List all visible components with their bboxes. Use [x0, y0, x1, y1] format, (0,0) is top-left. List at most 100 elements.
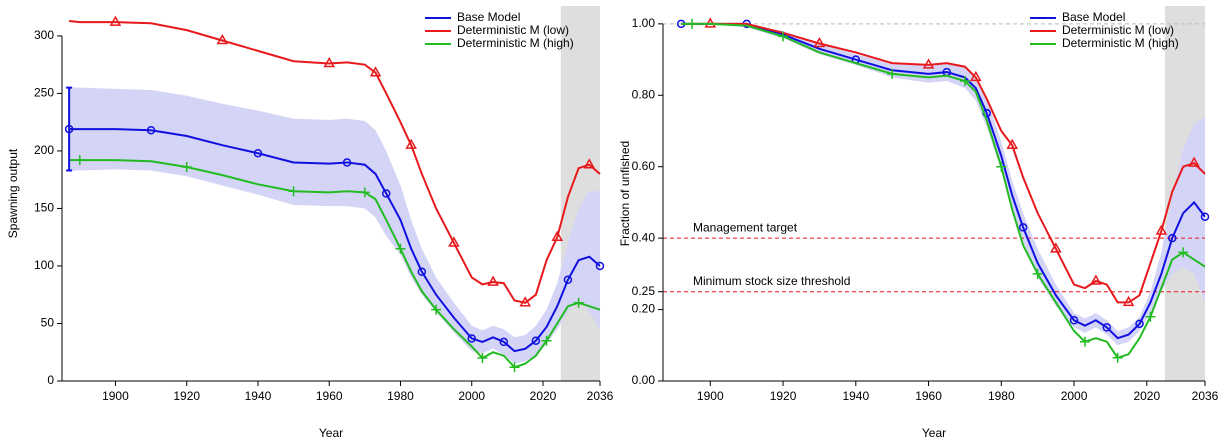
x-tick-label: 1940: [842, 389, 869, 403]
marker: [74, 155, 85, 166]
marker: [381, 189, 391, 198]
marker: [778, 31, 789, 42]
y-tick-label: 0: [47, 373, 54, 387]
marker: [996, 161, 1007, 172]
reference-label: Management target: [693, 220, 798, 234]
marker: [181, 162, 192, 173]
marker: [499, 337, 509, 347]
marker: [1155, 224, 1168, 235]
marker: [595, 261, 605, 271]
marker: [1145, 311, 1156, 322]
marker: [1178, 247, 1189, 258]
marker: [1135, 319, 1144, 329]
x-axis-label: Year: [922, 426, 946, 440]
x-tick-label: 2036: [1192, 389, 1219, 403]
series-line: [681, 22, 1206, 340]
y-tick-label: 150: [34, 201, 54, 215]
marker: [1112, 352, 1123, 363]
marker: [405, 138, 417, 149]
marker: [109, 15, 122, 26]
marker: [1168, 233, 1177, 243]
legend-label: Deterministic M (high): [1062, 36, 1179, 50]
x-tick-label: 2036: [587, 389, 614, 403]
marker: [216, 33, 229, 45]
marker: [563, 275, 573, 285]
y-tick-label: 50: [41, 316, 55, 330]
marker: [573, 297, 584, 308]
marker: [531, 336, 541, 345]
y-tick-label: 0.25: [632, 284, 656, 298]
marker: [359, 187, 370, 198]
y-tick-label: 0.00: [632, 373, 656, 387]
x-tick-label: 1920: [770, 389, 797, 403]
y-tick-label: 0.20: [632, 302, 656, 316]
y-tick-label: 100: [34, 258, 54, 272]
x-tick-label: 1900: [102, 389, 129, 403]
y-tick-label: 0.80: [632, 87, 656, 101]
marker: [541, 335, 552, 346]
x-tick-label: 1940: [245, 389, 272, 403]
marker: [1102, 323, 1112, 332]
legend-label: Base Model: [457, 10, 520, 24]
error-bar: [66, 86, 73, 172]
marker: [704, 17, 717, 28]
marker: [477, 352, 488, 363]
marker: [1006, 138, 1018, 150]
y-axis-label: Fraction of unfished: [618, 141, 632, 246]
marker: [583, 158, 596, 169]
marker: [970, 70, 982, 82]
x-tick-label: 2000: [1061, 389, 1088, 403]
marker: [288, 186, 299, 197]
y-tick-label: 200: [34, 143, 54, 157]
marker: [1200, 212, 1210, 221]
y-tick-label: 1.00: [632, 16, 656, 30]
marker: [253, 148, 263, 158]
marker: [551, 230, 564, 241]
y-axis-label: Spawning output: [6, 148, 20, 238]
series-line: [681, 22, 1206, 304]
x-tick-label: 1980: [387, 389, 414, 403]
marker: [959, 76, 970, 86]
marker: [369, 66, 382, 77]
marker: [417, 267, 427, 276]
y-tick-label: 300: [34, 28, 54, 42]
marker: [431, 304, 442, 315]
marker: [342, 158, 352, 167]
y-tick-label: 0.40: [632, 230, 656, 244]
marker: [813, 36, 826, 48]
legend-label: Deterministic M (low): [1062, 23, 1174, 37]
series-line: [69, 128, 601, 353]
marker: [448, 236, 460, 247]
marker: [509, 362, 520, 373]
marker: [395, 243, 406, 254]
marker: [1122, 295, 1135, 307]
x-axis-label: Year: [319, 426, 343, 440]
marker: [487, 275, 499, 286]
x-tick-label: 1960: [915, 389, 942, 403]
x-tick-label: 1960: [316, 389, 343, 403]
marker: [887, 68, 898, 79]
marker: [1018, 223, 1028, 232]
x-tick-label: 1980: [988, 389, 1015, 403]
marker: [922, 58, 935, 69]
marker: [1188, 156, 1200, 167]
reference-label: Minimum stock size threshold: [693, 274, 850, 288]
series-line: [69, 19, 601, 304]
legend-label: Deterministic M (low): [457, 23, 569, 37]
legend-label: Base Model: [1062, 10, 1125, 24]
marker: [323, 56, 336, 68]
marker: [687, 18, 698, 29]
y-tick-label: 250: [34, 86, 54, 100]
x-tick-label: 2020: [1133, 389, 1160, 403]
marker: [146, 125, 156, 135]
x-tick-label: 2000: [458, 389, 485, 403]
confidence-band: [69, 87, 600, 364]
x-tick-label: 2020: [530, 389, 557, 403]
marker: [1032, 268, 1043, 279]
marker: [1069, 316, 1079, 325]
x-tick-label: 1900: [697, 389, 724, 403]
marker: [1090, 274, 1102, 285]
marker: [519, 296, 531, 307]
legend-label: Deterministic M (high): [457, 36, 574, 50]
